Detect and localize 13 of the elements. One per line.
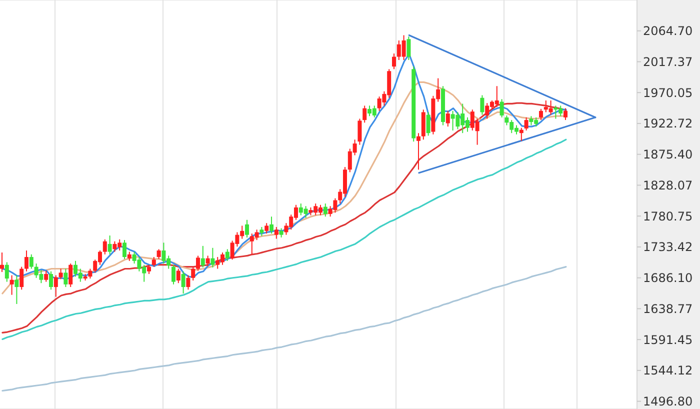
y-tick-label: 1591.45 bbox=[643, 332, 693, 347]
y-tick-label: 1733.42 bbox=[643, 240, 693, 254]
y-tick-label: 1828.07 bbox=[643, 178, 693, 192]
y-tick-label: 2064.70 bbox=[643, 24, 693, 38]
y-tick-label: 1638.77 bbox=[643, 302, 693, 316]
y-tick-label: 1970.05 bbox=[643, 86, 693, 100]
y-tick-label: 1686.10 bbox=[643, 271, 693, 286]
y-tick-label: 2017.37 bbox=[643, 54, 693, 69]
y-tick-label: 1875.40 bbox=[643, 148, 693, 162]
y-tick-label: 1922.72 bbox=[643, 116, 693, 131]
y-tick-label: 1544.12 bbox=[643, 364, 693, 378]
y-tick-label: 1496.80 bbox=[643, 394, 693, 409]
y-tick-label: 1780.75 bbox=[643, 209, 693, 224]
